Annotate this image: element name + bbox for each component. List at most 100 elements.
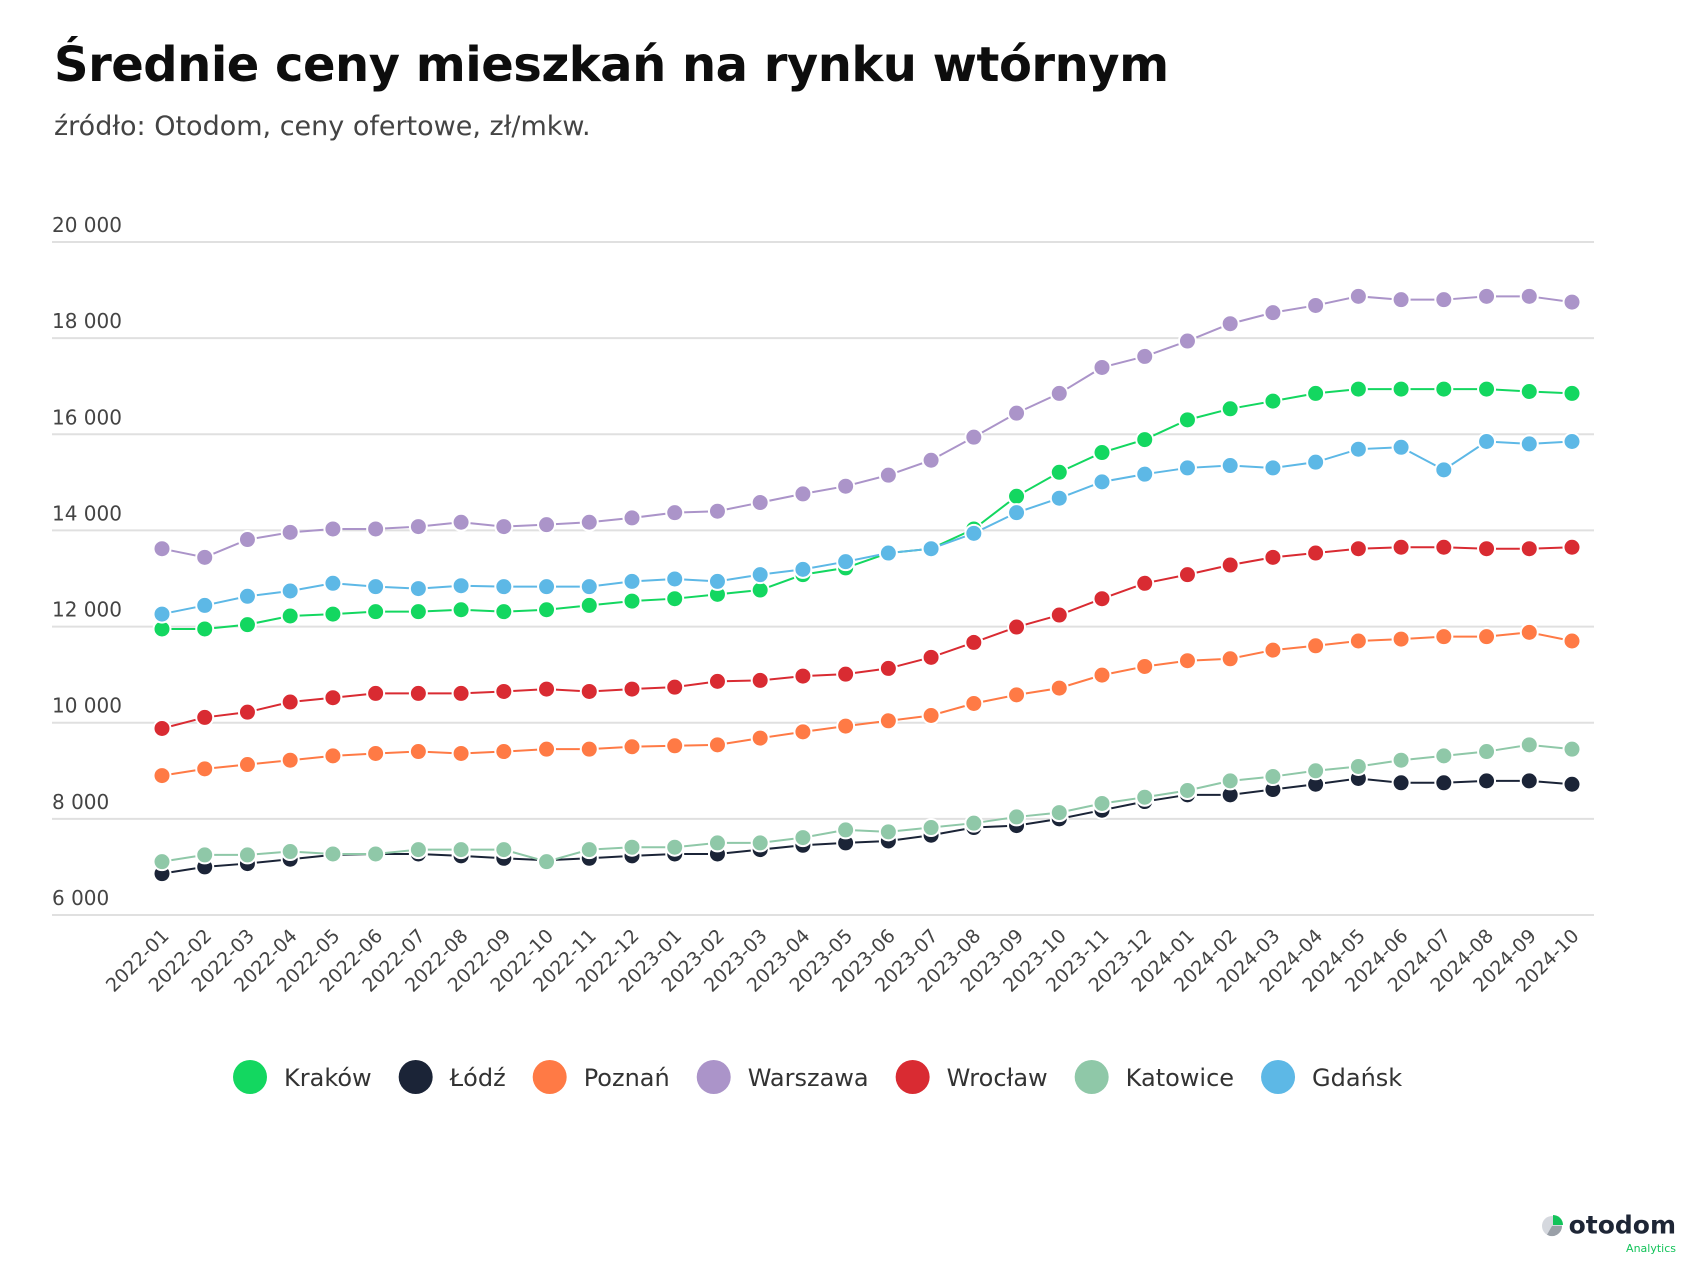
data-point (1220, 456, 1240, 476)
data-point (152, 766, 172, 786)
data-point (195, 845, 215, 865)
chart-title: Średnie ceny mieszkań na rynku wtórnym (54, 37, 1169, 93)
y-tick-label: 10 000 (52, 694, 122, 718)
data-point (1007, 403, 1027, 423)
data-point (1135, 787, 1155, 807)
data-point (1562, 774, 1582, 794)
data-point (1177, 410, 1197, 430)
data-point (537, 515, 557, 535)
data-point (1049, 803, 1069, 823)
data-point (408, 517, 428, 537)
data-point (665, 503, 685, 523)
data-point (579, 512, 599, 532)
data-point (1519, 434, 1539, 454)
data-point (1391, 750, 1411, 770)
data-point (408, 742, 428, 762)
data-point (1434, 537, 1454, 557)
data-point (964, 693, 984, 713)
data-point (878, 822, 898, 842)
data-point (836, 716, 856, 736)
data-point (1434, 290, 1454, 310)
data-point (1348, 539, 1368, 559)
data-point (1562, 431, 1582, 451)
data-point (1306, 383, 1326, 403)
data-point (1007, 486, 1027, 506)
data-point (195, 547, 215, 567)
data-point (494, 517, 514, 537)
data-point (494, 681, 514, 701)
data-point (408, 683, 428, 703)
data-point (323, 844, 343, 864)
data-point (1177, 331, 1197, 351)
data-point (280, 581, 300, 601)
series-line-Poznań (161, 631, 1573, 777)
data-point (1092, 472, 1112, 492)
data-point (665, 736, 685, 756)
data-point (366, 844, 386, 864)
data-point (1177, 458, 1197, 478)
data-point (964, 632, 984, 652)
data-point (494, 840, 514, 860)
data-point (1519, 539, 1539, 559)
logo-row: otodom (1541, 1210, 1676, 1240)
legend-label: Wrocław (947, 1064, 1048, 1092)
data-point (878, 543, 898, 563)
data-point (1477, 379, 1497, 399)
data-point (1007, 617, 1027, 637)
data-point (1348, 439, 1368, 459)
data-point (622, 737, 642, 757)
data-point (622, 508, 642, 528)
series-line-Wrocław (161, 546, 1573, 730)
data-point (1477, 742, 1497, 762)
data-point (1477, 431, 1497, 451)
data-point (1007, 685, 1027, 705)
data-point (579, 577, 599, 597)
data-point (1263, 767, 1283, 787)
data-point (793, 484, 813, 504)
data-point (1177, 565, 1197, 585)
data-point (408, 579, 428, 599)
y-tick-label: 16 000 (52, 405, 122, 429)
data-point (921, 818, 941, 838)
data-point (1135, 346, 1155, 366)
data-point (1306, 761, 1326, 781)
data-point (1049, 605, 1069, 625)
data-point (707, 833, 727, 853)
data-point (1477, 539, 1497, 559)
data-point (323, 573, 343, 593)
data-point (152, 852, 172, 872)
data-point (1177, 780, 1197, 800)
series-line-Gdańsk (161, 440, 1573, 616)
data-point (280, 522, 300, 542)
legend-marker (1261, 1060, 1296, 1094)
data-point (622, 679, 642, 699)
data-point (1049, 462, 1069, 482)
data-point (1434, 746, 1454, 766)
y-tick-label: 14 000 (52, 501, 122, 525)
data-point (1220, 399, 1240, 419)
data-point (1348, 379, 1368, 399)
data-point (1434, 379, 1454, 399)
data-point (793, 666, 813, 686)
data-point (323, 688, 343, 708)
data-point (750, 493, 770, 513)
series-line-Kraków (162, 388, 1573, 630)
data-point (1007, 807, 1027, 827)
data-point (1391, 290, 1411, 310)
y-tick-label: 18 000 (52, 309, 122, 333)
data-point (323, 746, 343, 766)
data-point (1391, 379, 1411, 399)
data-point (1092, 443, 1112, 463)
data-point (1135, 430, 1155, 450)
data-point (1220, 649, 1240, 669)
data-point (537, 739, 557, 759)
legend-label: Kraków (284, 1064, 372, 1092)
data-point (750, 565, 770, 585)
data-point (1434, 460, 1454, 480)
legend-marker (233, 1060, 267, 1094)
data-point (1263, 547, 1283, 567)
data-point (323, 519, 343, 539)
data-point (622, 591, 642, 611)
legend-marker (696, 1060, 731, 1094)
